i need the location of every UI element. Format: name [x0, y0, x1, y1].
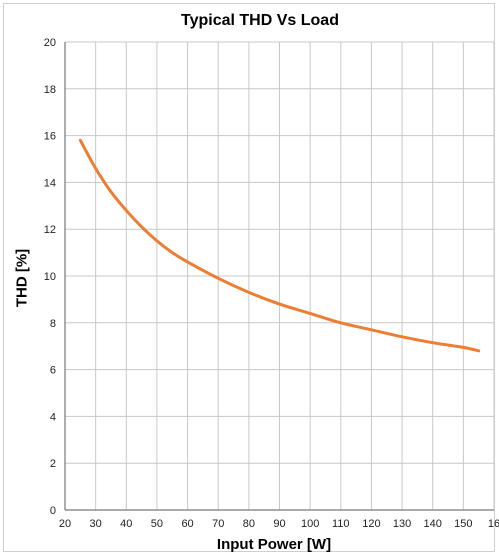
y-tick-label: 20	[44, 37, 56, 49]
x-tick-label: 50	[151, 518, 163, 530]
x-axis-label: Input Power [W]	[216, 536, 332, 553]
axes	[64, 42, 494, 511]
series	[78, 138, 481, 353]
x-tick-label: 70	[212, 518, 224, 530]
y-tick-label: 10	[44, 271, 56, 283]
y-tick-label: 4	[50, 411, 56, 423]
x-tick-label: 110	[332, 518, 350, 530]
y-tick-label: 8	[50, 318, 56, 330]
x-tick-label: 30	[90, 518, 102, 530]
x-tick-label: 140	[424, 518, 442, 530]
thd-series-line	[78, 138, 481, 353]
chart-title: Typical THD Vs Load	[181, 12, 339, 29]
y-tick-label: 2	[50, 458, 56, 470]
x-tick-label: 80	[243, 518, 255, 530]
x-tick-label: 20	[59, 518, 71, 530]
x-tick-label: 100	[301, 518, 319, 530]
tick-labels: 20 30 40 50 60 70 80 90 100 110 120 130 140 150 160246…	[44, 37, 499, 530]
x-tick-label: 150	[454, 518, 472, 530]
x-tick-label: 40	[120, 518, 132, 530]
y-tick-label: 6	[50, 365, 56, 377]
grid	[64, 41, 495, 511]
x-tick-label: 130	[393, 518, 411, 530]
x-tick-label: 60	[181, 518, 193, 530]
y-tick-label: 16	[44, 131, 56, 143]
y-tick-label: 12	[44, 224, 56, 236]
y-tick-label: 14	[44, 177, 56, 189]
x-tick-label: 90	[273, 518, 285, 530]
y-tick-label: 0	[50, 505, 56, 517]
y-tick-label: 18	[44, 84, 56, 96]
x-tick-label: 16	[488, 518, 499, 530]
x-tick-label: 120	[362, 518, 380, 530]
